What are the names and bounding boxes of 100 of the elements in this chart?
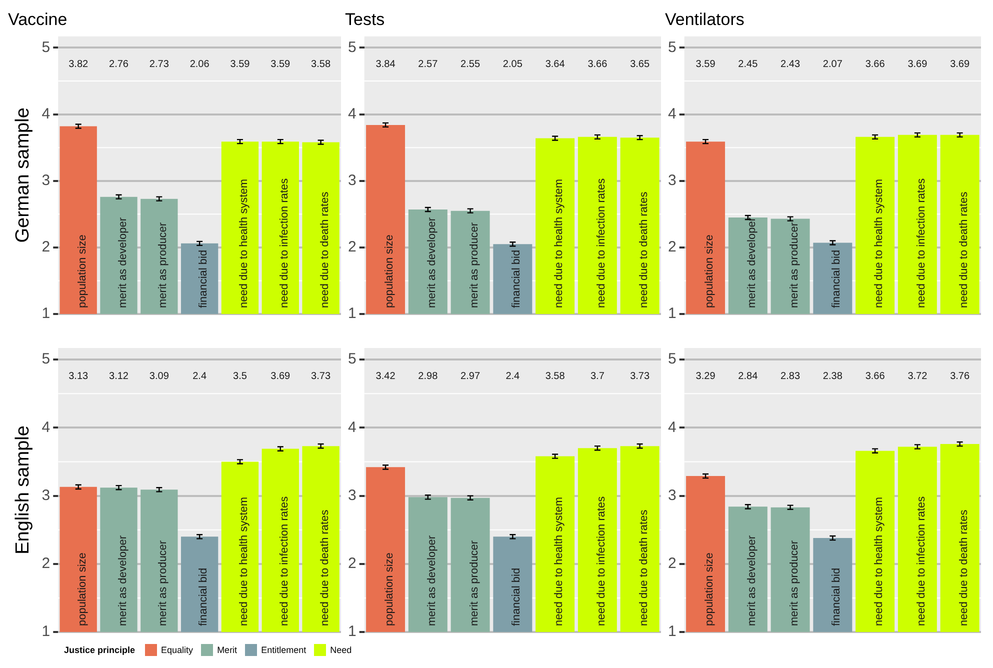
annotation: 3.69 bbox=[908, 59, 928, 70]
annotation: 3.58 bbox=[311, 59, 331, 70]
y-tick-label: 1 bbox=[668, 623, 676, 640]
category-label: need due to infection rates bbox=[915, 178, 928, 308]
y-tick-label: 3 bbox=[668, 486, 676, 504]
y-tick-label: 4 bbox=[668, 105, 676, 122]
chart-title: Ventilators bbox=[665, 10, 744, 29]
category-label: need due to infection rates bbox=[595, 178, 608, 308]
chart-title: Vaccine bbox=[8, 10, 68, 29]
category-label: financial bid bbox=[198, 250, 210, 308]
y-tick-label: 5 bbox=[42, 350, 50, 368]
y-tick-label: 1 bbox=[348, 623, 356, 640]
legend-label: Equality bbox=[161, 645, 194, 655]
annotation: 3.84 bbox=[376, 59, 396, 70]
legend-title: Justice principle bbox=[64, 645, 136, 655]
category-label: need due to health system bbox=[238, 178, 250, 308]
category-label: need due to death rates bbox=[638, 192, 650, 308]
y-tick-label: 3 bbox=[42, 486, 50, 504]
annotation: 3.12 bbox=[109, 370, 129, 382]
y-tick-label: 2 bbox=[348, 238, 356, 256]
annotation: 2.57 bbox=[418, 59, 438, 70]
y-tick-label: 1 bbox=[668, 305, 676, 322]
category-label: need due to death rates bbox=[958, 192, 970, 308]
legend-label: Merit bbox=[217, 645, 238, 655]
category-label: need due to health system bbox=[238, 496, 250, 626]
category-label: financial bid bbox=[198, 568, 210, 626]
y-tick-label: 1 bbox=[42, 305, 50, 322]
category-label: population size bbox=[76, 234, 88, 308]
annotation: 2.38 bbox=[822, 370, 843, 382]
annotation: 2.05 bbox=[502, 59, 523, 70]
category-label: need due to death rates bbox=[318, 192, 331, 308]
y-axis-title: English sample bbox=[12, 426, 34, 554]
annotation: 2.84 bbox=[738, 370, 758, 382]
annotation: 3.58 bbox=[545, 370, 566, 382]
y-axis-title: German sample bbox=[12, 108, 34, 243]
annotation: 3.66 bbox=[865, 59, 886, 70]
category-label: need due to infection rates bbox=[595, 496, 608, 626]
annotation: 3.82 bbox=[68, 59, 89, 70]
y-tick-label: 1 bbox=[42, 623, 50, 640]
y-tick-label: 1 bbox=[348, 305, 356, 322]
y-tick-label: 4 bbox=[668, 418, 676, 436]
y-tick-label: 4 bbox=[42, 105, 50, 122]
y-tick-label: 3 bbox=[668, 172, 676, 189]
category-label: financial bid bbox=[830, 250, 843, 308]
y-tick-label: 2 bbox=[42, 238, 50, 256]
annotation: 2.06 bbox=[190, 59, 210, 70]
y-tick-label: 5 bbox=[348, 38, 356, 56]
category-label: need due to health system bbox=[553, 178, 566, 308]
category-label: merit as producer bbox=[157, 222, 170, 308]
annotation: 2.97 bbox=[460, 370, 480, 382]
annotation: 3.72 bbox=[908, 370, 928, 382]
annotation: 3.69 bbox=[270, 370, 291, 382]
category-label: merit as producer bbox=[468, 540, 480, 626]
y-tick-label: 2 bbox=[668, 238, 676, 256]
category-label: need due to death rates bbox=[318, 510, 331, 626]
annotation: 3.59 bbox=[270, 59, 291, 70]
y-tick-label: 4 bbox=[348, 105, 356, 122]
category-label: merit as producer bbox=[788, 222, 800, 308]
category-label: merit as developer bbox=[426, 536, 438, 626]
annotation: 3.73 bbox=[311, 370, 331, 382]
category-label: merit as producer bbox=[157, 540, 170, 626]
annotation: 3.76 bbox=[950, 370, 970, 382]
category-label: financial bid bbox=[510, 250, 523, 308]
category-label: population size bbox=[704, 234, 716, 308]
y-tick-label: 4 bbox=[42, 418, 50, 436]
annotation: 3.73 bbox=[630, 370, 650, 382]
category-label: population size bbox=[384, 234, 396, 308]
category-label: population size bbox=[76, 552, 88, 626]
annotation: 3.59 bbox=[230, 59, 250, 70]
annotation: 3.13 bbox=[68, 370, 89, 382]
annotation: 2.83 bbox=[780, 370, 800, 382]
annotation: 2.4 bbox=[192, 370, 207, 382]
category-label: merit as producer bbox=[788, 540, 800, 626]
annotation: 3.66 bbox=[865, 370, 886, 382]
category-label: population size bbox=[384, 552, 396, 626]
y-tick-label: 3 bbox=[348, 172, 356, 189]
y-tick-label: 5 bbox=[42, 38, 50, 56]
annotation: 3.29 bbox=[696, 370, 716, 382]
annotation: 2.07 bbox=[822, 59, 843, 70]
category-label: need due to health system bbox=[553, 496, 566, 626]
y-tick-label: 4 bbox=[348, 418, 356, 436]
annotation: 3.66 bbox=[588, 59, 608, 70]
annotation: 3.5 bbox=[233, 370, 248, 382]
y-tick-label: 5 bbox=[668, 350, 676, 368]
annotation: 2.43 bbox=[780, 59, 800, 70]
y-tick-label: 2 bbox=[348, 555, 356, 572]
legend-label: Need bbox=[330, 645, 352, 655]
y-tick-label: 2 bbox=[42, 555, 50, 572]
annotation: 2.76 bbox=[109, 59, 129, 70]
category-label: need due to infection rates bbox=[915, 496, 928, 626]
category-label: need due to infection rates bbox=[278, 496, 290, 626]
annotation: 3.64 bbox=[545, 59, 566, 70]
category-label: merit as developer bbox=[116, 536, 129, 626]
y-tick-label: 5 bbox=[348, 350, 356, 368]
category-label: merit as producer bbox=[468, 222, 480, 308]
category-label: financial bid bbox=[510, 568, 523, 626]
category-label: need due to health system bbox=[873, 496, 886, 626]
annotation: 3.65 bbox=[630, 59, 650, 70]
annotation: 3.59 bbox=[696, 59, 716, 70]
category-label: merit as developer bbox=[116, 218, 129, 308]
